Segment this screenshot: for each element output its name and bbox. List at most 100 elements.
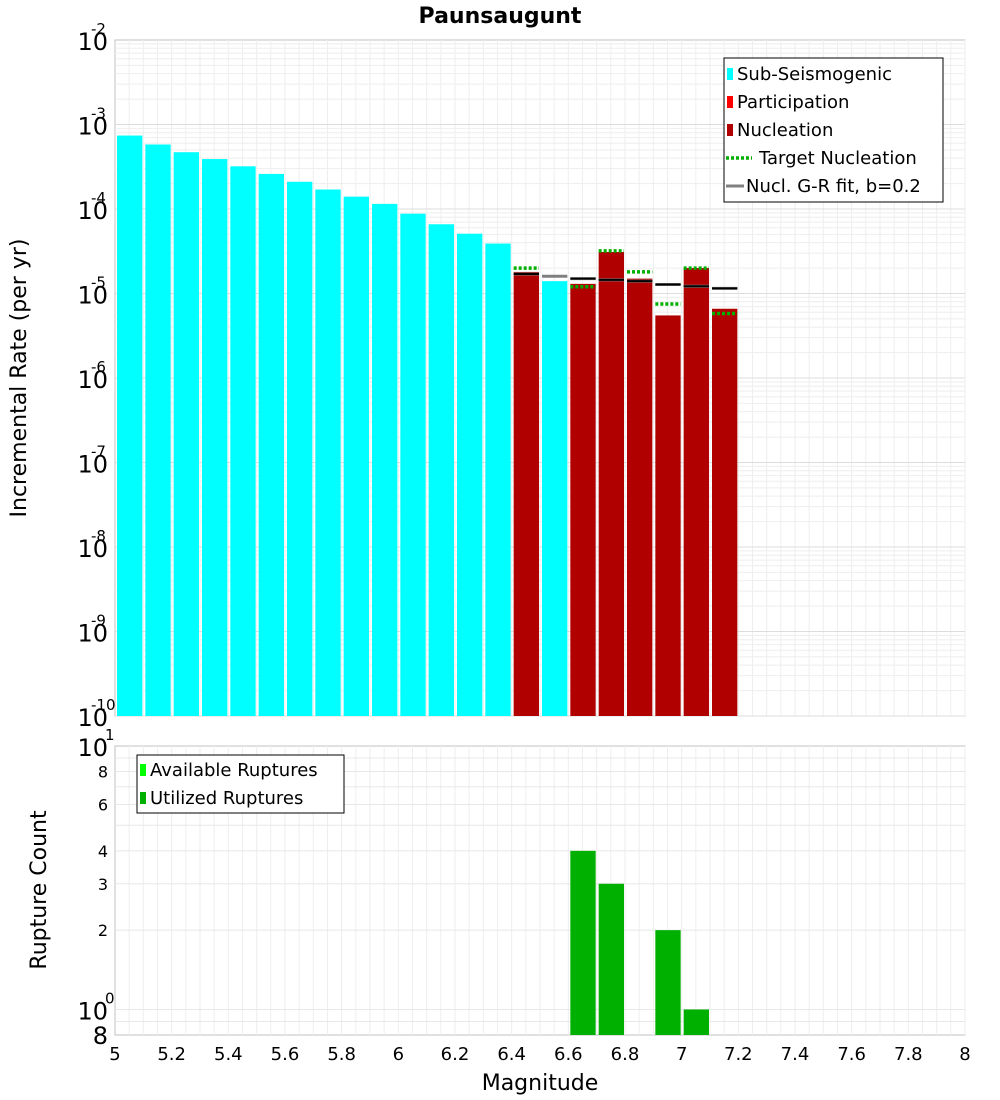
y-tick-base: 10 (77, 620, 108, 648)
legend-label: Participation (737, 92, 849, 113)
sub-seismogenic-bar (343, 196, 369, 717)
x-tick-label: 6.2 (441, 1044, 470, 1065)
y-tick-exponent: 1 (105, 726, 115, 744)
x-tick-label: 5.6 (271, 1044, 300, 1065)
x-tick-label: 7.6 (837, 1044, 866, 1065)
y-tick-base: 10 (77, 197, 108, 225)
x-tick-label: 8 (959, 1044, 970, 1065)
y-tick-base: 10 (77, 734, 108, 762)
utilized-ruptures-bar (655, 930, 681, 1035)
sub-seismogenic-bar (485, 243, 511, 716)
y-tick-base: 10 (77, 997, 108, 1025)
x-tick-label: 5 (109, 1044, 120, 1065)
chart-title: Paunsaugunt (419, 4, 582, 29)
legend-box (136, 754, 345, 814)
x-tick-label: 5.4 (214, 1044, 243, 1065)
x-axis-label: Magnitude (482, 1071, 599, 1096)
bottom-gridlines (115, 746, 966, 1035)
x-tick-label: 5.2 (157, 1044, 186, 1065)
y-tick-base: 10 (77, 451, 108, 479)
legend-box (723, 57, 944, 203)
available-ruptures-swatch (140, 764, 146, 776)
y-tick-exponent: -10 (91, 696, 116, 714)
legend-label: Nucleation (737, 120, 833, 141)
x-tick-label: 6 (393, 1044, 404, 1065)
x-tick-label: 6.4 (497, 1044, 526, 1065)
y-tick-exponent: -7 (91, 443, 106, 461)
y-tick-exponent: -3 (91, 105, 106, 123)
y-tick-base: 10 (77, 28, 108, 56)
y-tick-exponent: -8 (91, 527, 106, 545)
sub-seismogenic-bar (542, 281, 568, 716)
utilized-ruptures-bar (683, 1009, 709, 1035)
top-legend: Sub-Seismogenic Participation Nucleation Ta… (723, 57, 944, 203)
sub-seismogenic-bar (315, 189, 341, 716)
sub-seismogenic-bar (372, 203, 398, 716)
x-tick-labels: 5 5.2 5.4 5.6 5.8 6 6.2 6.4 6.6 6.8 7 7.2 7.4 7.6 7.8 8 (109, 1044, 970, 1065)
x-tick-label: 6.6 (554, 1044, 583, 1065)
legend-label: Sub-Seismogenic (737, 64, 892, 85)
sub-seismogenic-bar (145, 144, 171, 716)
sub-seismogenic-bar (428, 224, 454, 716)
sub-seismogenic-bar (457, 233, 483, 716)
top-bars (117, 135, 738, 717)
legend-label: Utilized Ruptures (150, 788, 303, 809)
legend-label: Nucl. G-R fit, b=0.2 (746, 176, 921, 197)
x-tick-label: 7.8 (894, 1044, 923, 1065)
y-tick-exponent: -2 (91, 20, 106, 38)
y-tick-base: 10 (77, 535, 108, 563)
utilized-ruptures-bar (598, 883, 624, 1035)
sub-seismogenic-bar (173, 152, 199, 716)
y-tick-base: 10 (77, 704, 108, 732)
nucleation-bar (570, 283, 596, 716)
bottom-legend: Available Ruptures Utilized Ruptures (136, 754, 345, 814)
x-tick-label: 7.4 (781, 1044, 810, 1065)
nucleation-bar (598, 251, 624, 717)
utilized-ruptures-bar (570, 850, 596, 1035)
sub-seismogenic-bar (202, 159, 228, 716)
utilized-ruptures-swatch (140, 792, 146, 804)
sub-seismogenic-bar (258, 173, 284, 716)
y-tick-exponent: -9 (91, 612, 106, 630)
y-tick-base: 10 (77, 366, 108, 394)
legend-label: Available Ruptures (150, 760, 318, 781)
nucleation-swatch (727, 124, 733, 136)
top-y-axis-label: Incremental Rate (per yr) (7, 239, 32, 518)
legend-label: Target Nucleation (758, 148, 917, 169)
nucleation-bar (712, 308, 738, 716)
y-tick-exponent: -6 (91, 358, 106, 376)
nucleation-bar (683, 268, 709, 716)
sub-seismogenic-swatch (727, 68, 733, 80)
y-tick-label: 4 (98, 842, 108, 861)
y-tick-exponent: 0 (105, 989, 115, 1007)
top-fit-lines (513, 249, 738, 316)
x-tick-label: 7 (676, 1044, 687, 1065)
sub-seismogenic-bar (287, 181, 313, 717)
y-tick-label: 8 (93, 1022, 108, 1050)
y-tick-label: 3 (98, 875, 108, 894)
y-tick-exponent: -5 (91, 274, 106, 292)
participation-swatch (727, 96, 733, 108)
y-tick-label: 2 (98, 921, 108, 940)
sub-seismogenic-bar (230, 166, 256, 716)
bottom-y-axis-label: Rupture Count (27, 810, 52, 970)
y-tick-label: 8 (98, 763, 108, 782)
sub-seismogenic-bar (117, 135, 143, 716)
y-tick-base: 10 (77, 113, 108, 141)
nucleation-bar (627, 278, 653, 716)
y-tick-exponent: -4 (91, 189, 106, 207)
y-tick-base: 10 (77, 282, 108, 310)
x-tick-label: 7.2 (724, 1044, 753, 1065)
y-tick-label: 6 (98, 795, 108, 814)
x-tick-label: 6.8 (611, 1044, 640, 1065)
bottom-bars (570, 850, 709, 1035)
nucleation-bar (513, 271, 539, 716)
sub-seismogenic-bar (400, 213, 426, 716)
x-tick-label: 5.8 (327, 1044, 356, 1065)
nucleation-bar (655, 315, 681, 716)
